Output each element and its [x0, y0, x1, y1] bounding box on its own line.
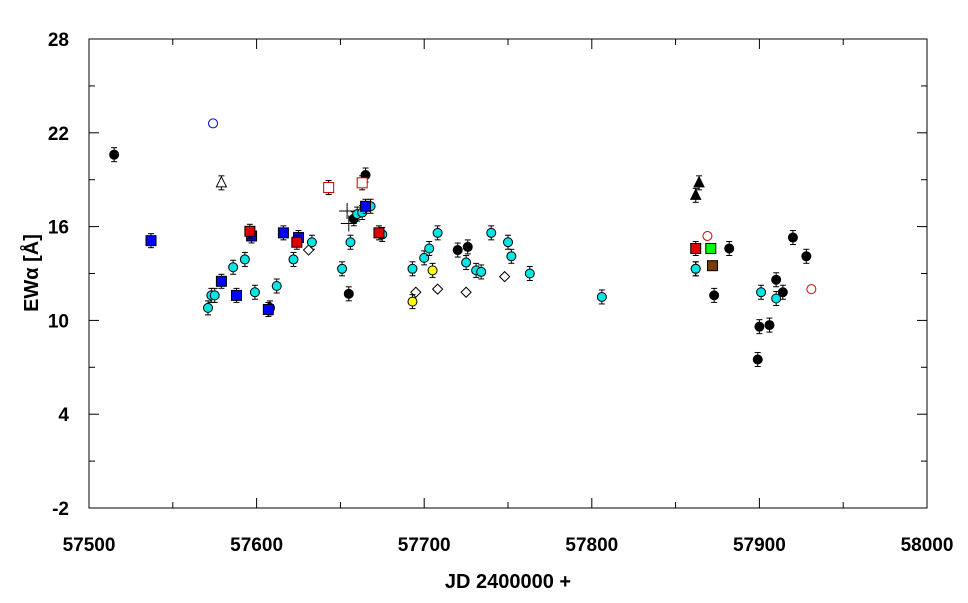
data-point — [145, 235, 157, 247]
data-point — [306, 237, 317, 248]
data-point — [764, 320, 775, 331]
data-point — [424, 243, 435, 254]
y-tick-label: 4 — [58, 405, 69, 426]
data-points — [109, 118, 817, 367]
data-point — [208, 118, 219, 129]
data-point — [486, 227, 497, 238]
data-point — [431, 283, 444, 295]
axis-ticks — [88, 38, 928, 509]
series-brown-square — [706, 260, 718, 272]
x-tick-label: 57900 — [733, 535, 786, 556]
data-point — [291, 236, 303, 248]
y-tick-label: 22 — [48, 124, 69, 145]
data-point — [462, 241, 473, 252]
data-point — [373, 227, 385, 239]
data-point — [427, 265, 438, 276]
data-point — [209, 290, 220, 301]
data-point — [690, 242, 702, 254]
data-point — [801, 251, 812, 262]
data-point — [343, 288, 354, 299]
y-tick-label: -2 — [52, 499, 69, 520]
data-point — [407, 296, 418, 307]
x-tick-label: 57600 — [230, 535, 283, 556]
series-open-red-square — [323, 175, 368, 196]
data-point — [460, 286, 472, 298]
data-point — [724, 243, 735, 254]
data-point — [771, 293, 782, 304]
series-open-triangle — [215, 175, 228, 191]
data-point — [524, 268, 535, 279]
data-point — [407, 263, 418, 274]
data-point — [706, 260, 718, 272]
data-point — [702, 230, 713, 241]
series-green-square — [705, 242, 717, 254]
y-tick-label: 28 — [48, 30, 69, 51]
x-tick-label: 57500 — [63, 535, 116, 556]
data-point — [249, 287, 260, 298]
data-point — [360, 200, 372, 212]
data-point — [756, 287, 767, 298]
data-point — [689, 188, 702, 200]
data-point — [277, 227, 289, 239]
data-point — [752, 354, 763, 365]
data-point — [109, 149, 120, 160]
x-tick-label: 57800 — [565, 535, 618, 556]
data-point — [452, 245, 463, 256]
data-point — [345, 237, 356, 248]
series-plus-marker — [339, 202, 357, 232]
data-point — [705, 242, 717, 254]
data-point — [337, 263, 348, 274]
series-yellow-circle — [407, 262, 438, 310]
data-point — [215, 275, 227, 287]
data-point — [777, 287, 788, 298]
y-axis-title: EWα [Å] — [19, 234, 43, 312]
data-point — [432, 227, 443, 238]
y-tick-label: 16 — [48, 218, 69, 239]
data-point — [771, 274, 782, 285]
data-point — [302, 244, 315, 256]
series-red-square — [244, 223, 702, 256]
data-point — [262, 303, 274, 315]
data-point — [323, 182, 335, 194]
data-point — [596, 291, 607, 302]
data-point — [498, 270, 511, 283]
data-point — [503, 237, 513, 248]
x-axis-title: JD 2400000 + — [445, 571, 571, 593]
data-point — [709, 290, 720, 301]
data-point — [690, 263, 701, 274]
data-point — [239, 254, 250, 265]
data-point — [461, 257, 472, 268]
data-point — [228, 262, 239, 273]
series-open-blue-circle — [208, 118, 219, 129]
x-tick-label: 57700 — [398, 535, 451, 556]
data-point — [693, 175, 705, 188]
data-point — [476, 266, 487, 277]
data-point — [202, 302, 213, 313]
y-tick-label: 10 — [48, 311, 69, 332]
data-point — [356, 177, 368, 189]
data-point — [230, 289, 242, 301]
data-point — [787, 232, 798, 243]
data-point — [288, 254, 299, 265]
data-point — [215, 175, 228, 188]
data-point — [754, 321, 765, 332]
series-black-triangle — [689, 175, 705, 203]
tick-labels: 57500 57600 57700 57800 57900 58000 -2 4 10 16 22 2… — [48, 30, 954, 556]
series-open-red-circle — [702, 230, 817, 295]
x-tick-label: 58000 — [901, 535, 954, 556]
data-point — [271, 281, 282, 292]
data-point — [806, 284, 817, 295]
data-point — [506, 251, 517, 262]
plot-frame — [88, 38, 928, 509]
data-point — [244, 225, 256, 237]
data-point — [419, 252, 430, 263]
